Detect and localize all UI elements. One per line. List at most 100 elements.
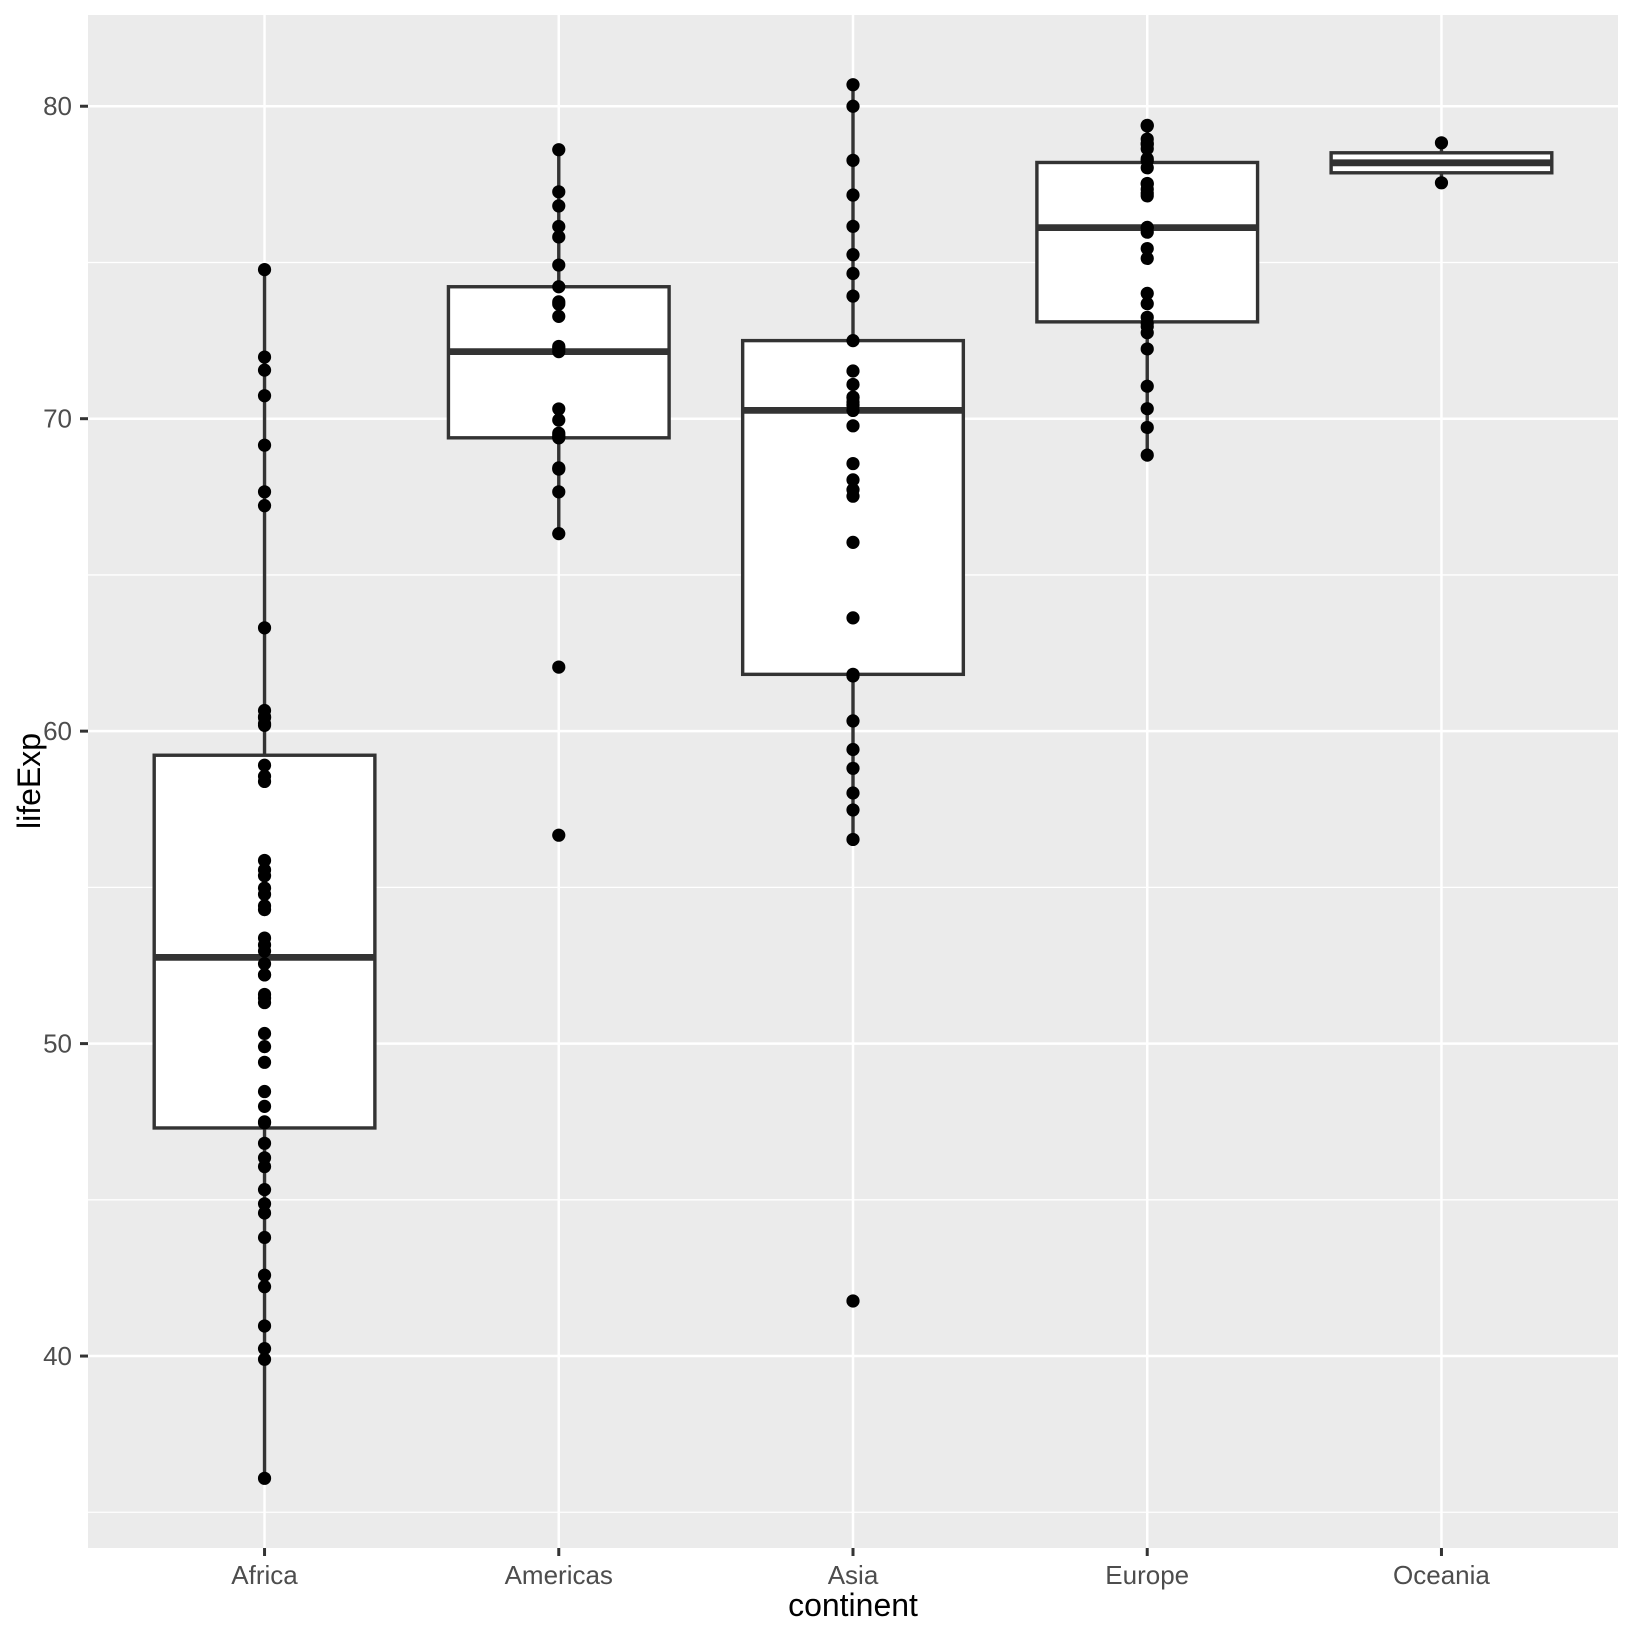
x-tick-label-americas: Americas (505, 1560, 613, 1590)
data-point (552, 828, 566, 842)
x-tick-label-asia: Asia (828, 1560, 879, 1590)
data-point (552, 230, 566, 244)
data-point (846, 364, 860, 378)
data-point (257, 1055, 272, 1069)
data-point (257, 1197, 272, 1211)
data-point (1140, 138, 1154, 152)
data-point (846, 99, 860, 113)
data-point (552, 485, 566, 499)
data-point (257, 758, 272, 772)
data-point (552, 428, 566, 443)
data-point (257, 853, 272, 868)
data-point (257, 1471, 272, 1485)
data-point (257, 350, 272, 364)
data-point (257, 621, 272, 635)
data-point (552, 345, 566, 359)
data-point (552, 527, 566, 541)
data-point (1140, 448, 1154, 462)
data-point (846, 1294, 860, 1308)
x-tick-label-europe: Europe (1105, 1560, 1189, 1590)
data-point (552, 199, 566, 213)
data-point (1140, 152, 1154, 166)
data-point (1140, 286, 1154, 300)
data-point (257, 1352, 272, 1366)
data-point (552, 462, 566, 476)
y-tick-label: 70 (43, 404, 72, 434)
data-point (846, 667, 860, 681)
data-point (552, 258, 566, 272)
data-point (1140, 119, 1154, 133)
data-point (552, 185, 566, 199)
data-point (1140, 379, 1154, 393)
data-point (257, 389, 272, 403)
data-point (257, 957, 272, 971)
data-point (257, 1319, 272, 1333)
data-point (257, 968, 272, 982)
data-point (846, 153, 860, 167)
data-point (257, 1230, 272, 1245)
data-point (846, 289, 860, 303)
data-point (846, 489, 860, 503)
data-point (846, 786, 860, 800)
data-point (257, 931, 272, 945)
data-point (257, 1099, 272, 1113)
data-point (257, 1268, 272, 1282)
data-point (257, 485, 272, 499)
data-point (846, 761, 860, 775)
data-point (257, 1084, 272, 1099)
data-point (846, 832, 860, 847)
data-point (1140, 316, 1154, 330)
data-point (552, 413, 566, 427)
data-point (846, 391, 860, 405)
data-point (1140, 186, 1154, 200)
data-point (846, 473, 860, 487)
data-point (846, 219, 860, 233)
data-point (1140, 225, 1154, 239)
data-point (552, 295, 566, 309)
y-tick-label: 60 (43, 716, 72, 746)
data-point (257, 881, 272, 895)
data-point (552, 402, 566, 416)
data-point (257, 1136, 272, 1150)
data-point (1140, 297, 1154, 311)
data-point (846, 742, 860, 757)
data-point (1140, 420, 1154, 435)
data-point (257, 262, 272, 277)
data-point (552, 280, 566, 294)
plot-panel (88, 15, 1618, 1548)
data-point (846, 78, 860, 92)
data-point (257, 499, 272, 513)
data-point (1434, 176, 1449, 190)
data-point (257, 995, 272, 1010)
data-point (257, 1183, 272, 1197)
data-point (846, 334, 860, 348)
data-point (846, 803, 860, 817)
data-point (257, 1280, 272, 1294)
data-point (1434, 136, 1449, 150)
axes: 40 50 60 70 80 Africa Americas Asia Europe Oceani… (43, 91, 1490, 1590)
data-point (846, 377, 860, 392)
data-point (552, 660, 566, 674)
y-tick-label: 50 (43, 1028, 72, 1058)
data-point (257, 1151, 272, 1165)
x-tick-label-oceania: Oceania (1393, 1560, 1490, 1590)
y-axis-title: lifeExp (11, 733, 47, 829)
data-point (846, 456, 860, 471)
data-point (846, 714, 860, 728)
data-point (552, 219, 566, 234)
data-point (257, 1206, 272, 1220)
data-point (1140, 161, 1154, 175)
y-tick-label: 80 (43, 91, 72, 121)
data-point (552, 309, 566, 323)
data-point (846, 248, 860, 262)
data-point (846, 535, 860, 549)
data-point (1140, 402, 1154, 416)
data-point (257, 1040, 272, 1054)
y-tick-label: 40 (43, 1341, 72, 1371)
data-point (257, 774, 272, 789)
data-point (1140, 326, 1154, 340)
data-point (257, 363, 272, 377)
data-point (1140, 241, 1154, 256)
